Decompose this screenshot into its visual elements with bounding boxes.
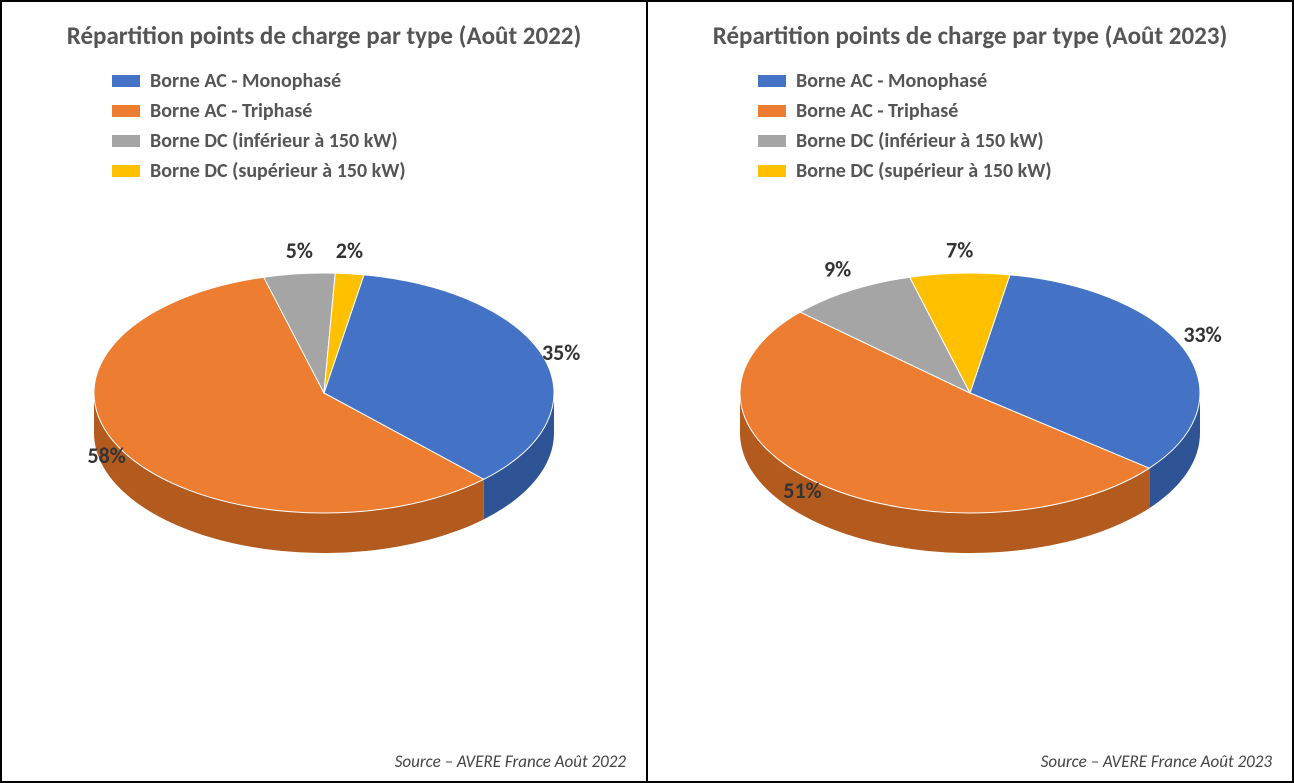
legend-item: Borne AC - Triphasé bbox=[758, 99, 1272, 123]
pie-chart: 33% 51% 9% 7% bbox=[668, 203, 1272, 747]
legend-item: Borne AC - Monophasé bbox=[758, 69, 1272, 93]
slice-label: 33% bbox=[1183, 321, 1221, 348]
slice-label: 35% bbox=[542, 339, 580, 366]
source-caption: Source – AVERE France Août 2022 bbox=[22, 751, 626, 772]
legend-swatch bbox=[112, 75, 140, 87]
legend-label: Borne DC (inférieur à 150 kW) bbox=[796, 129, 1044, 153]
source-caption: Source – AVERE France Août 2023 bbox=[668, 751, 1272, 772]
legend-swatch bbox=[758, 105, 786, 117]
legend-swatch bbox=[758, 135, 786, 147]
legend-label: Borne DC (supérieur à 150 kW) bbox=[150, 159, 406, 183]
legend-item: Borne AC - Monophasé bbox=[112, 69, 626, 93]
slice-label: 5% bbox=[286, 237, 313, 264]
legend-item: Borne AC - Triphasé bbox=[112, 99, 626, 123]
legend-item: Borne DC (supérieur à 150 kW) bbox=[758, 159, 1272, 183]
slice-label: 58% bbox=[87, 442, 125, 469]
legend-item: Borne DC (inférieur à 150 kW) bbox=[112, 129, 626, 153]
legend-label: Borne AC - Monophasé bbox=[150, 69, 341, 93]
slice-label: 51% bbox=[783, 477, 821, 504]
chart-panel-2022: Répartition points de charge par type (A… bbox=[2, 2, 648, 781]
legend: Borne AC - Monophasé Borne AC - Triphasé B… bbox=[758, 63, 1272, 189]
legend-label: Borne AC - Triphasé bbox=[796, 99, 958, 123]
chart-container: Répartition points de charge par type (A… bbox=[0, 0, 1294, 783]
legend-item: Borne DC (inférieur à 150 kW) bbox=[758, 129, 1272, 153]
slice-label: 2% bbox=[336, 237, 363, 264]
legend-swatch bbox=[758, 75, 786, 87]
legend-label: Borne DC (inférieur à 150 kW) bbox=[150, 129, 398, 153]
slice-label: 7% bbox=[946, 237, 973, 264]
legend-label: Borne AC - Monophasé bbox=[796, 69, 987, 93]
legend-swatch bbox=[758, 165, 786, 177]
legend-label: Borne DC (supérieur à 150 kW) bbox=[796, 159, 1052, 183]
slice-label: 9% bbox=[824, 256, 851, 283]
legend-swatch bbox=[112, 105, 140, 117]
legend-label: Borne AC - Triphasé bbox=[150, 99, 312, 123]
legend-item: Borne DC (supérieur à 150 kW) bbox=[112, 159, 626, 183]
chart-title: Répartition points de charge par type (A… bbox=[22, 20, 626, 51]
chart-title: Répartition points de charge par type (A… bbox=[668, 20, 1272, 51]
legend-swatch bbox=[112, 165, 140, 177]
legend: Borne AC - Monophasé Borne AC - Triphasé B… bbox=[112, 63, 626, 189]
pie-chart: 35% 58% 5% 2% bbox=[22, 203, 626, 747]
legend-swatch bbox=[112, 135, 140, 147]
chart-panel-2023: Répartition points de charge par type (A… bbox=[648, 2, 1292, 781]
